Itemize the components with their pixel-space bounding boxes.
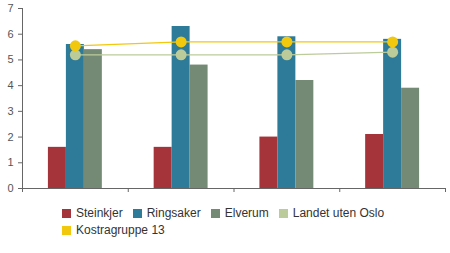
svg-text:7: 7 xyxy=(7,2,13,14)
svg-text:3: 3 xyxy=(7,105,13,117)
html-text:Elverum: Elverum xyxy=(224,206,269,220)
svg-text:0: 0 xyxy=(7,182,13,194)
html-text:Ringsaker: Ringsaker xyxy=(146,206,201,220)
svg-text:4: 4 xyxy=(7,79,13,91)
svg-text:1: 1 xyxy=(7,156,13,168)
html-text:Steinkjer: Steinkjer xyxy=(76,206,123,220)
html-text:Kostragruppe 13: Kostragruppe 13 xyxy=(76,223,165,237)
svg-text:6: 6 xyxy=(7,28,13,40)
svg-text:2: 2 xyxy=(7,131,13,143)
html-text:Landet uten Oslo: Landet uten Oslo xyxy=(292,206,385,220)
svg-text:5: 5 xyxy=(7,53,13,65)
